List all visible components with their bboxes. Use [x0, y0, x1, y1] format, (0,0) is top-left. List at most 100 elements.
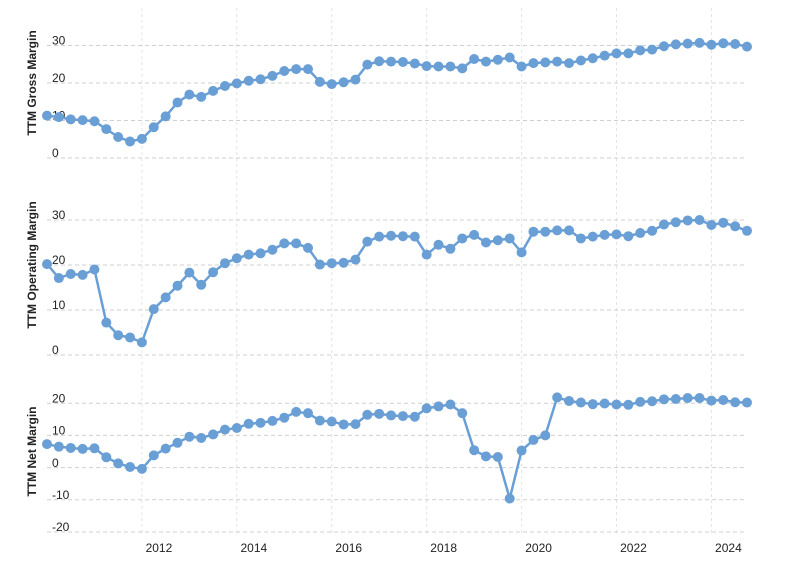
point — [611, 48, 622, 59]
point — [101, 452, 112, 463]
point — [53, 441, 64, 452]
point — [326, 79, 337, 90]
x-tick-label: 2024 — [715, 541, 742, 555]
point — [208, 429, 219, 440]
point — [647, 225, 658, 236]
point — [599, 50, 610, 61]
point — [599, 398, 610, 409]
point — [480, 56, 491, 67]
point — [350, 74, 361, 85]
point — [291, 406, 302, 417]
point — [718, 38, 729, 49]
point — [231, 78, 242, 89]
point — [540, 57, 551, 68]
point — [338, 77, 349, 88]
point — [350, 254, 361, 265]
point — [101, 317, 112, 328]
point — [374, 408, 385, 419]
point — [504, 52, 515, 63]
y-tick-label: 20 — [52, 71, 66, 85]
point — [350, 419, 361, 430]
point — [587, 231, 598, 242]
point — [469, 445, 480, 456]
point — [148, 122, 159, 133]
point — [196, 432, 207, 443]
y-tick-label: -10 — [52, 488, 70, 502]
point — [255, 248, 266, 259]
point — [362, 236, 373, 247]
point — [89, 116, 100, 127]
y-tick-label: 0 — [52, 343, 59, 357]
x-tick-label: 2014 — [240, 541, 267, 555]
point — [53, 112, 64, 123]
point — [148, 450, 159, 461]
point — [208, 85, 219, 96]
point — [291, 238, 302, 249]
point — [694, 37, 705, 48]
point — [670, 394, 681, 405]
point — [113, 330, 124, 341]
point — [386, 56, 397, 67]
point — [136, 463, 147, 474]
y-tick-label: 0 — [52, 146, 59, 160]
point — [457, 63, 468, 74]
point — [528, 58, 539, 69]
point — [89, 443, 100, 454]
point — [279, 66, 290, 76]
point — [575, 233, 586, 244]
point — [730, 221, 741, 232]
point — [397, 57, 408, 67]
point — [77, 269, 88, 280]
point — [635, 45, 646, 56]
point — [492, 451, 503, 462]
point — [504, 493, 515, 504]
line — [46, 395, 748, 504]
point — [658, 219, 669, 230]
point — [516, 61, 527, 72]
point — [433, 401, 444, 412]
point — [706, 39, 717, 50]
point — [196, 279, 207, 290]
point — [469, 229, 480, 240]
point — [42, 439, 52, 450]
x-tick-label: 2022 — [620, 541, 647, 555]
point — [267, 415, 278, 426]
point — [136, 133, 147, 144]
point — [635, 228, 646, 239]
y-axis-title: TTM Gross Margin — [25, 30, 39, 135]
point — [730, 397, 741, 408]
point — [314, 415, 325, 426]
point — [409, 411, 420, 422]
point — [231, 422, 242, 433]
point — [433, 239, 444, 250]
point — [587, 399, 598, 410]
x-tick-label: 2018 — [430, 541, 457, 555]
point — [326, 416, 337, 427]
point — [718, 217, 729, 228]
point — [421, 61, 432, 72]
point — [445, 61, 456, 72]
point — [564, 225, 575, 236]
point — [184, 267, 195, 278]
point — [397, 231, 408, 242]
point — [219, 424, 230, 435]
point — [730, 39, 741, 49]
point — [599, 229, 610, 240]
y-tick-label: -20 — [52, 520, 70, 534]
point — [65, 442, 76, 453]
point — [255, 74, 266, 85]
point — [647, 396, 658, 407]
point — [219, 258, 230, 269]
point — [433, 61, 444, 72]
point — [148, 304, 159, 315]
point — [540, 226, 551, 237]
y-tick-label: 30 — [52, 34, 66, 48]
point — [314, 76, 325, 87]
x-tick-label: 2016 — [335, 541, 362, 555]
point — [528, 434, 539, 445]
point — [492, 235, 503, 246]
point — [469, 54, 480, 64]
point — [160, 111, 171, 122]
point — [445, 399, 456, 410]
point — [53, 273, 64, 284]
